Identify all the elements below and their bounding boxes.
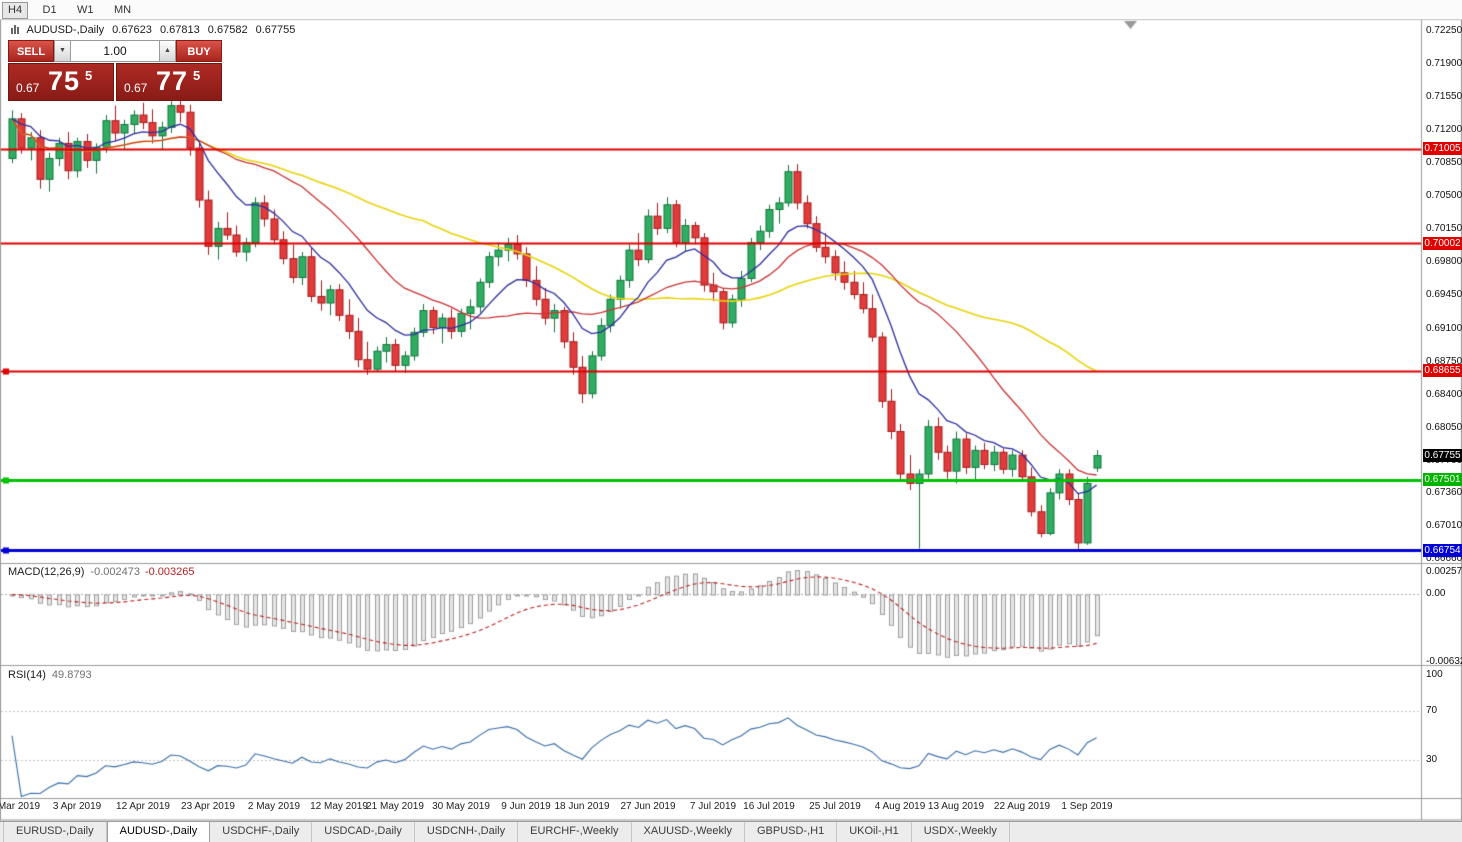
tab-xauusd-weekly[interactable]: XAUUSD-,Weekly [632, 822, 745, 842]
date-axis-label: 30 May 2019 [432, 801, 490, 812]
resistance-1-label: 0.71005 [1423, 142, 1462, 155]
chart-title: AUDUSD-,Daily 0.67623 0.67813 0.67582 0.… [10, 24, 300, 36]
tab-usdx-weekly[interactable]: USDX-,Weekly [912, 822, 1010, 842]
support-1-label: 0.67501 [1423, 473, 1462, 486]
buy-price-prefix: 0.67 [124, 81, 148, 95]
date-axis-label: 18 Jun 2019 [554, 801, 610, 812]
sell-price-box[interactable]: 0.67 75 5 [8, 63, 114, 101]
resistance-3-label: 0.68655 [1423, 364, 1462, 377]
tab-audusd-daily[interactable]: AUDUSD-,Daily [106, 821, 211, 842]
tab-usdchf-daily[interactable]: USDCHF-,Daily [210, 822, 313, 842]
date-axis-label: 25 Jul 2019 [809, 801, 861, 812]
date-axis-label: 21 May 2019 [366, 801, 424, 812]
chart-tabs-bar: EURUSD-,Daily AUDUSD-,Daily USDCHF-,Daily U… [0, 821, 1462, 842]
macd-main-value: -0.002473 [90, 566, 140, 578]
timeframe-mn-button[interactable]: MN [113, 4, 132, 16]
support-2-label: 0.66754 [1423, 544, 1462, 557]
rsi-indicator-label: RSI(14) 49.8793 [8, 669, 92, 681]
timeframe-d1-button[interactable]: D1 [42, 4, 57, 16]
date-axis-label: 3 Apr 2019 [52, 801, 102, 812]
price-axis-label: 0.71550 [1426, 91, 1462, 102]
price-axis-label: 0.69800 [1426, 256, 1462, 267]
price-axis-label: 0.70850 [1426, 157, 1462, 168]
ohlc-high: 0.67813 [159, 24, 200, 36]
price-axis-label: 0.69450 [1426, 289, 1462, 300]
price-axis-label: 0.68050 [1426, 422, 1462, 433]
buy-button[interactable]: BUY [176, 40, 222, 62]
date-axis-label: 9 Jun 2019 [501, 801, 551, 812]
date-axis-label: 1 Sep 2019 [1061, 801, 1113, 812]
price-axis-label: 0.67360 [1426, 487, 1462, 498]
date-axis-label: 22 Aug 2019 [993, 801, 1051, 812]
price-axis-label: 0.72250 [1426, 25, 1462, 36]
ohlc-low: 0.67582 [207, 24, 248, 36]
price-axis-label: 0.70500 [1426, 190, 1462, 201]
date-axis-label: 7 Jul 2019 [689, 801, 737, 812]
date-axis-label: 23 Apr 2019 [181, 801, 235, 812]
sell-button[interactable]: SELL [8, 40, 54, 62]
buy-price-box[interactable]: 0.67 77 5 [116, 63, 222, 101]
date-axis-label: 25 Mar 2019 [0, 801, 41, 812]
price-axis-label: 0.68750 [1426, 356, 1462, 367]
tab-gbpusd-h1[interactable]: GBPUSD-,H1 [745, 822, 838, 842]
tab-usdcad-daily[interactable]: USDCAD-,Daily [312, 822, 415, 842]
ohlc-close: 0.67755 [255, 24, 296, 36]
date-axis-label: 27 Jun 2019 [620, 801, 676, 812]
sell-price-sup: 5 [85, 68, 93, 83]
macd-axis-label: 0.002574 [1426, 566, 1462, 577]
chart-symbol-period: AUDUSD-,Daily [26, 24, 105, 36]
volume-input[interactable] [70, 40, 160, 62]
date-axis-label: 12 Apr 2019 [116, 801, 170, 812]
date-axis-label: 4 Aug 2019 [874, 801, 926, 812]
resistance-2-label: 0.70002 [1423, 237, 1462, 250]
price-axis-label: 0.71900 [1426, 58, 1462, 69]
buy-price-sup: 5 [193, 68, 201, 83]
ohlc-open: 0.67623 [112, 24, 152, 36]
rsi-value: 49.8793 [51, 669, 92, 681]
tab-eurchf-weekly[interactable]: EURCHF-,Weekly [518, 822, 632, 842]
tab-eurusd-daily[interactable]: EURUSD-,Daily [3, 822, 107, 842]
current-price-label: 0.67755 [1423, 449, 1462, 462]
macd-axis-label: 0.00 [1426, 588, 1446, 599]
macd-signal-value: -0.003265 [144, 566, 195, 578]
price-axis-label: 0.66660 [1426, 553, 1462, 564]
rsi-name: RSI(14) [8, 669, 46, 681]
rsi-axis-label: 70 [1426, 705, 1438, 716]
rsi-axis-label: 30 [1426, 754, 1438, 765]
date-axis-label: 16 Jul 2019 [743, 801, 795, 812]
chart-type-icon [10, 25, 19, 34]
sell-price-big: 75 [48, 66, 81, 96]
one-click-trade-panel: SELL ▼ ▲ BUY 0.67 75 5 0.67 77 5 [8, 40, 222, 101]
price-axis-label: 0.68400 [1426, 389, 1462, 400]
volume-decrease-button[interactable]: ▼ [54, 40, 70, 62]
date-axis-label: 13 Aug 2019 [927, 801, 985, 812]
macd-name: MACD(12,26,9) [8, 566, 85, 578]
price-axis-label: 0.67010 [1426, 520, 1462, 531]
date-axis-label: 12 May 2019 [310, 801, 368, 812]
tab-ukoil-h1[interactable]: UKOil-,H1 [837, 822, 912, 842]
price-axis-label: 0.69100 [1426, 323, 1462, 334]
timeframe-toolbar: H4 D1 W1 MN [0, 0, 1462, 20]
price-axis-label: 0.71200 [1426, 124, 1462, 135]
macd-axis-label: -0.006326 [1426, 656, 1462, 667]
rsi-axis-label: 100 [1426, 669, 1443, 680]
price-axis-label: 0.70150 [1426, 223, 1462, 234]
volume-increase-button[interactable]: ▲ [160, 40, 176, 62]
timeframe-w1-button[interactable]: W1 [77, 4, 94, 16]
timeframe-h4-button[interactable]: H4 [2, 2, 29, 19]
macd-indicator-label: MACD(12,26,9) -0.002473 -0.003265 [8, 566, 195, 578]
buy-price-big: 77 [156, 66, 189, 96]
tab-usdcnh-daily[interactable]: USDCNH-,Daily [415, 822, 519, 842]
date-axis-label: 2 May 2019 [247, 801, 301, 812]
sell-price-prefix: 0.67 [16, 81, 40, 95]
